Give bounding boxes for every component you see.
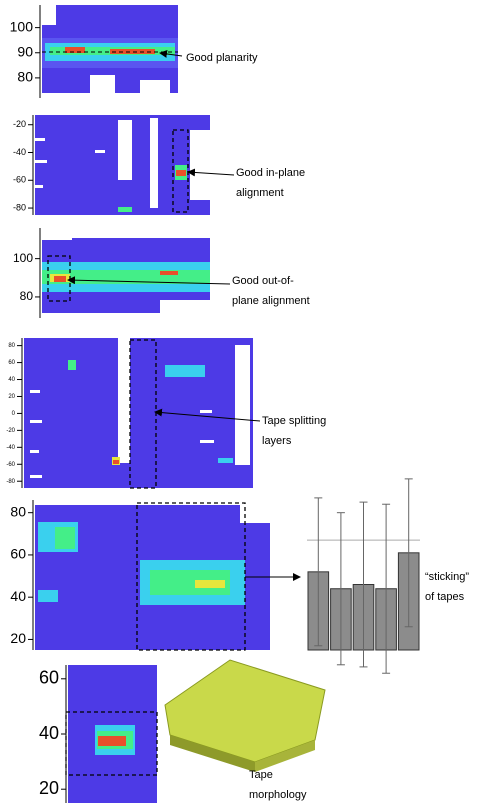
y-tick-label: 90 (17, 43, 33, 59)
y-tick-label: 80 (17, 69, 33, 85)
y-tick-label: 40 (8, 377, 15, 383)
annotation: Tape (249, 769, 273, 781)
y-tick-label: -60 (13, 175, 26, 185)
arrow (187, 168, 235, 177)
y-tick-label: 40 (39, 723, 59, 743)
y-tick-label: 20 (8, 394, 15, 400)
y-tick-label: 20 (10, 630, 26, 646)
y-tick-label: 60 (10, 546, 26, 562)
y-tick-label: -20 (13, 119, 26, 129)
annotation: plane alignment (232, 295, 310, 307)
y-tick-label: 80 (20, 289, 34, 303)
annotation: Good out-of- (232, 275, 294, 287)
annotation: “sticking” (425, 571, 469, 583)
annotation: of tapes (425, 591, 465, 603)
y-tick-label: 100 (10, 18, 34, 34)
annotation: layers (262, 435, 292, 447)
y-tick-label: 20 (39, 778, 59, 798)
arrow (67, 276, 231, 285)
annotation: alignment (236, 187, 284, 199)
y-tick-label: 40 (10, 588, 26, 604)
y-tick-label: 0 (12, 411, 16, 417)
y-tick-label: -60 (6, 462, 15, 468)
annotation: morphology (249, 789, 307, 801)
y-tick-label: 100 (13, 251, 33, 265)
y-tick-label: 60 (8, 360, 15, 366)
arrow (154, 408, 261, 422)
heatmap-image (24, 5, 326, 803)
y-tick-label: 60 (39, 668, 59, 688)
y-tick-label: -40 (13, 147, 26, 157)
arrow (159, 49, 183, 58)
y-tick-label: -80 (13, 202, 26, 212)
y-tick-label: -40 (6, 445, 15, 451)
annotation: Good in-plane (236, 167, 305, 179)
y-tick-label: 80 (8, 343, 15, 349)
annotation: Good planarity (186, 52, 258, 64)
charts: 100 90 80 Good planarity -20 -40 -60 -80 Good in… (6, 5, 469, 803)
annotation: Tape splitting (262, 415, 326, 427)
y-tick-label: -80 (6, 479, 15, 485)
y-tick-label: -20 (6, 428, 15, 434)
y-tick-label: 80 (10, 503, 26, 519)
